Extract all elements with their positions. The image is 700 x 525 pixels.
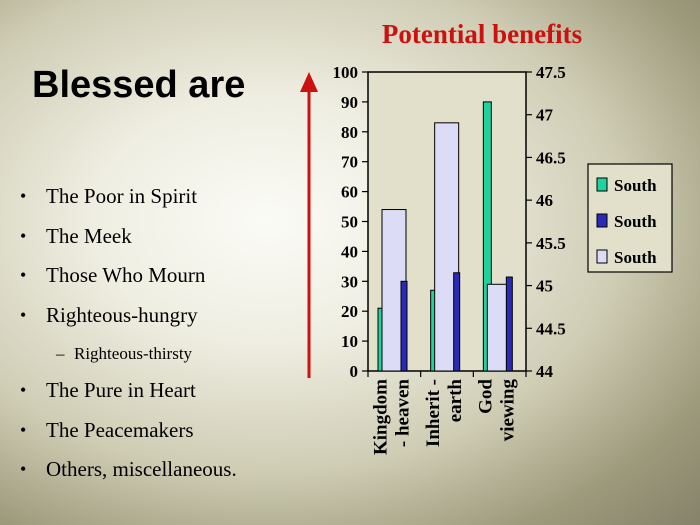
category-label: Kingdom: [370, 379, 391, 455]
bullet-marker: •: [20, 225, 27, 246]
bullet-list: • The Poor in Spirit • The Meek • Those Who M…: [18, 182, 237, 495]
left-tick-label: 50: [341, 213, 358, 232]
category-label: earth: [445, 379, 466, 423]
bullet-text: The Poor in Spirit: [46, 184, 198, 208]
left-tick-label: 30: [341, 272, 358, 291]
bullet-item: • Those Who Mourn: [18, 261, 237, 301]
legend-swatch: [596, 249, 608, 264]
chart-categories: Kingdom - heaven Inherit - earth God viewing: [370, 379, 518, 456]
left-tick-label: 40: [341, 242, 358, 261]
bullet-text: The Pure in Heart: [46, 378, 196, 402]
bullet-item: • The Pure in Heart: [18, 376, 237, 416]
right-tick-label: 45.5: [536, 234, 566, 253]
bullet-marker: •: [20, 459, 27, 479]
legend-swatch: [596, 213, 608, 228]
legend-label: South: [614, 176, 657, 195]
bar: [505, 276, 513, 372]
right-tick-label: 47.5: [536, 63, 566, 82]
right-tick-label: 44: [536, 362, 554, 381]
left-tick-label: 20: [341, 302, 358, 321]
legend-swatch: [596, 177, 608, 192]
bullet-text: The Meek: [46, 223, 132, 248]
bullet-text: Righteous-thirsty: [74, 344, 193, 363]
right-tick-label: 46: [536, 191, 553, 210]
bullet-marker: •: [20, 304, 27, 325]
bullet-marker: •: [20, 265, 27, 285]
right-tick-label: 45: [536, 277, 553, 296]
bullet-text: Others, miscellaneous.: [46, 457, 237, 481]
bullet-marker: –: [56, 344, 65, 363]
chart-bars: [377, 101, 513, 372]
left-tick-label: 60: [341, 183, 358, 202]
right-tick-label: 47: [536, 106, 554, 125]
arrow-head-icon: [300, 72, 318, 92]
right-tick-label: 44.5: [536, 319, 566, 338]
left-tick-label: 100: [333, 63, 359, 82]
bullet-marker: •: [20, 380, 27, 400]
bullet-item: • Others, miscellaneous.: [18, 455, 237, 495]
bullet-item: • The Meek: [18, 222, 237, 262]
right-tick-label: 46.5: [536, 148, 566, 167]
category-label: Inherit -: [423, 379, 444, 447]
left-tick-label: 10: [341, 332, 358, 351]
chart-ticks: 0 10 20 30 40 50 60 70 80 90 100 44 44.5 45 45.5 46 46.5…: [333, 63, 566, 381]
bullet-text: Righteous-hungry: [46, 302, 198, 327]
bullet-text: The Peacemakers: [46, 417, 194, 442]
bullet-item: • Righteous-hungry: [18, 301, 237, 341]
category-label: - heaven: [392, 379, 413, 448]
left-tick-label: 0: [350, 362, 359, 381]
left-tick-label: 90: [341, 93, 358, 112]
chart-legend: South South South: [587, 163, 673, 273]
chart-title: Potential benefits: [382, 19, 582, 49]
legend-label: South: [614, 248, 657, 267]
category-label: God: [476, 379, 497, 414]
bullet-item: • The Peacemakers: [18, 416, 237, 456]
left-tick-label: 80: [341, 123, 358, 142]
bullet-marker: •: [20, 419, 27, 440]
bar: [453, 272, 461, 372]
bullet-item: – Righteous-thirsty: [18, 340, 237, 376]
bar: [400, 280, 408, 372]
bullet-marker: •: [20, 186, 27, 206]
category-label: viewing: [498, 379, 519, 442]
legend-label: South: [614, 212, 657, 231]
slide-title: Blessed are: [32, 64, 246, 106]
left-tick-label: 70: [341, 153, 358, 172]
bullet-text: Those Who Mourn: [46, 263, 206, 287]
bullet-item: • The Poor in Spirit: [18, 182, 237, 222]
